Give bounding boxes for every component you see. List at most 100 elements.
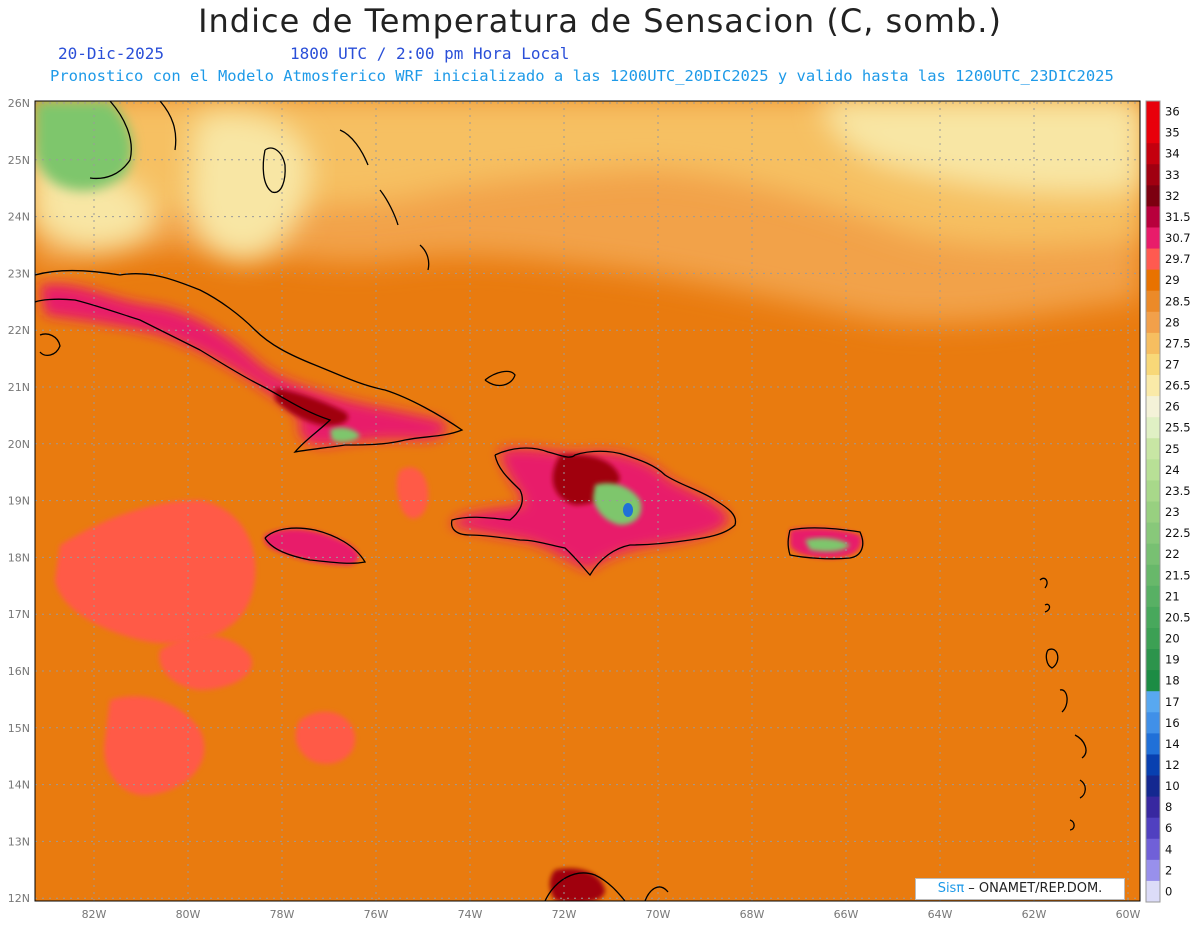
lon-label: 72W <box>552 908 577 921</box>
colorbar-swatch <box>1146 754 1160 777</box>
warm-sea-patch-central <box>159 635 252 690</box>
coast-inagua <box>484 370 516 387</box>
colorbar-label: 25 <box>1165 442 1180 456</box>
coast-jamaica <box>264 527 367 564</box>
lon-label: 64W <box>928 908 953 921</box>
lat-label: 20N <box>8 438 30 451</box>
colorbar-swatch <box>1146 269 1160 292</box>
colorbar-swatch <box>1146 817 1160 840</box>
colorbar-label: 8 <box>1165 800 1172 814</box>
cool-region-puerto-rico <box>805 537 850 552</box>
colorbar-label: 10 <box>1165 779 1180 793</box>
colorbar-swatch <box>1146 733 1160 755</box>
colorbar-swatch <box>1146 543 1160 566</box>
colorbar-label: 22.5 <box>1165 526 1191 540</box>
colorbar-label: 26.5 <box>1165 379 1191 393</box>
coast-hispaniola <box>450 447 737 577</box>
coast-isla-juventud <box>39 333 61 357</box>
colorbar-label: 18 <box>1165 674 1180 688</box>
colorbar: 363534333231.530.729.72928.52827.52726.5… <box>1145 100 1191 903</box>
coast-lesser-antilles <box>1039 577 1087 831</box>
lon-label: 60W <box>1116 908 1141 921</box>
lon-label: 70W <box>646 908 671 921</box>
coast-bahamas-east <box>339 129 430 271</box>
colorbar-swatch <box>1146 417 1160 439</box>
credit-brand: Sisπ <box>937 881 965 896</box>
colorbar-label: 20.5 <box>1165 610 1191 624</box>
date-label: 20-Dic-2025 <box>58 44 164 63</box>
colorbar-swatch <box>1146 311 1160 334</box>
lat-label: 12N <box>8 892 30 905</box>
lat-label: 18N <box>8 551 30 564</box>
colorbar-label: 36 <box>1165 105 1180 119</box>
colorbar-label: 16 <box>1165 716 1180 730</box>
colorbar-label: 33 <box>1165 168 1180 182</box>
very-hot-region-cuba <box>275 388 349 426</box>
colorbar-label: 4 <box>1165 842 1172 856</box>
colorbar-swatch <box>1146 564 1160 587</box>
colorbar-swatch <box>1146 880 1160 903</box>
coast-cuba <box>35 269 464 453</box>
colorbar-swatch <box>1146 649 1160 671</box>
colorbar-frame <box>1145 100 1161 903</box>
colorbar-label: 2 <box>1165 863 1172 877</box>
colorbar-label: 22 <box>1165 547 1180 561</box>
warm-sea-patch-south <box>295 711 356 764</box>
colorbar-swatch <box>1146 859 1160 882</box>
colorbar-swatch <box>1146 164 1160 186</box>
colorbar-swatch <box>1146 332 1160 355</box>
hot-region-jamaica <box>264 528 359 565</box>
coast-puerto-rico <box>787 527 864 560</box>
colorbar-label: 29 <box>1165 273 1180 287</box>
colorbar-swatch <box>1146 375 1160 397</box>
colorbar-label: 26 <box>1165 400 1180 414</box>
lat-label: 22N <box>8 324 30 337</box>
lon-label: 78W <box>270 908 295 921</box>
lat-label: 24N <box>8 211 30 224</box>
colorbar-swatch <box>1146 353 1160 376</box>
colorbar-swatch <box>1146 501 1160 524</box>
field-layer <box>35 101 1140 901</box>
colorbar-label: 32 <box>1165 189 1180 203</box>
coastlines <box>35 101 1087 901</box>
colorbar-label: 20 <box>1165 632 1180 646</box>
colorbar-swatch <box>1146 459 1160 481</box>
lat-label: 23N <box>8 267 30 280</box>
colorbar-label: 12 <box>1165 758 1180 772</box>
colorbar-label: 30.7 <box>1165 231 1191 245</box>
colorbar-swatch <box>1146 522 1160 545</box>
graticule <box>35 101 1140 901</box>
cool-region-sierra-maestra <box>330 427 360 443</box>
colorbar-swatch <box>1146 206 1160 228</box>
chart-title: Indice de Temperatura de Sensacion (C, s… <box>198 2 1002 40</box>
colorbar-swatch <box>1146 838 1160 861</box>
lon-label: 62W <box>1022 908 1047 921</box>
colorbar-label: 29.7 <box>1165 252 1191 266</box>
lat-label: 13N <box>8 835 30 848</box>
colorbar-label: 14 <box>1165 737 1180 751</box>
lon-label: 76W <box>364 908 389 921</box>
colorbar-label: 31.5 <box>1165 210 1191 224</box>
plot-frame <box>34 100 1141 902</box>
colorbar-swatch <box>1146 691 1160 713</box>
lat-label: 25N <box>8 154 30 167</box>
lon-label: 80W <box>176 908 201 921</box>
lon-label: 82W <box>82 908 107 921</box>
colorbar-label: 23.5 <box>1165 484 1191 498</box>
time-label: 1800 UTC / 2:00 pm Hora Local <box>290 44 570 63</box>
lon-label: 68W <box>740 908 765 921</box>
coast-south-america <box>544 872 669 901</box>
lat-label: 17N <box>8 608 30 621</box>
lat-label: 19N <box>8 495 30 508</box>
coast-florida <box>89 101 177 180</box>
colorbar-label: 27 <box>1165 357 1180 371</box>
warm-sea-patch-gulf <box>396 467 429 519</box>
colorbar-label: 27.5 <box>1165 336 1191 350</box>
pale-region-bahamas <box>189 112 311 261</box>
credit-text: – ONAMET/REP.DOM. <box>964 881 1103 896</box>
colorbar-swatch <box>1146 396 1160 418</box>
lat-label: 21N <box>8 381 30 394</box>
colorbar-swatch <box>1146 627 1160 650</box>
colorbar-swatch <box>1146 227 1160 250</box>
colorbar-swatch <box>1146 775 1160 798</box>
